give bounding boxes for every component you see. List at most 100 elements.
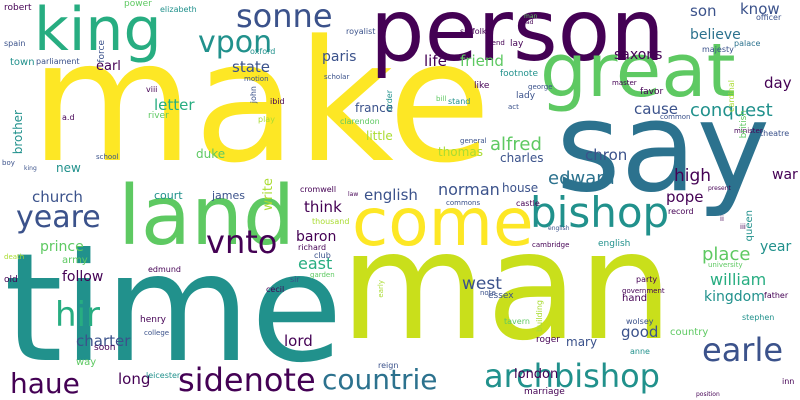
word-cause: cause bbox=[634, 100, 678, 118]
word-man: man bbox=[340, 200, 674, 374]
word-officer: officer bbox=[756, 13, 782, 22]
word-castle: castle bbox=[516, 199, 540, 208]
word-saxons: saxons bbox=[614, 47, 663, 63]
word-king: king bbox=[34, 0, 162, 65]
word-master: master bbox=[612, 79, 637, 87]
word-british: british bbox=[739, 110, 749, 139]
word-play: play bbox=[258, 115, 275, 124]
word-scholar: scholar bbox=[324, 73, 350, 81]
word-clarendon: clarendon bbox=[340, 117, 380, 126]
word-norman: norman bbox=[438, 180, 500, 199]
word-sonne: sonne bbox=[236, 0, 333, 35]
word-time: time bbox=[4, 222, 343, 396]
word-letter: letter bbox=[154, 96, 195, 114]
word-government: government bbox=[622, 287, 665, 295]
word-common: common bbox=[660, 113, 691, 121]
word-building: building bbox=[535, 300, 544, 333]
word-order: order bbox=[385, 90, 394, 112]
word-believe: believe bbox=[690, 27, 741, 43]
word-vnto: vnto bbox=[206, 223, 278, 261]
word-minister: minister bbox=[734, 127, 763, 135]
word-english: english bbox=[364, 186, 418, 204]
word-write: write bbox=[261, 178, 276, 211]
word-elizabeth: elizabeth bbox=[160, 5, 197, 14]
word-father: father bbox=[764, 291, 789, 300]
word-favor: favor bbox=[640, 87, 664, 97]
word-high: high bbox=[674, 166, 712, 186]
word-law: law bbox=[348, 191, 359, 198]
word-boy: boy bbox=[2, 159, 15, 167]
word-garden: garden bbox=[310, 271, 335, 279]
word-like: like bbox=[474, 81, 490, 91]
word-lay: lay bbox=[510, 39, 524, 49]
word-son: son bbox=[690, 2, 717, 20]
word-come: come bbox=[352, 184, 534, 261]
word-oxford: oxford bbox=[250, 47, 276, 56]
word-friend: friend bbox=[460, 52, 504, 70]
word-state: state bbox=[232, 58, 270, 76]
word-bishop: bishop bbox=[530, 188, 670, 237]
word-king-2: king bbox=[24, 165, 37, 172]
word-club: club bbox=[314, 251, 331, 260]
word-baron: baron bbox=[296, 229, 337, 245]
word-stand: stand bbox=[448, 97, 471, 106]
word-paris: paris bbox=[322, 49, 357, 65]
word-house: house bbox=[502, 181, 539, 195]
word-leicester: leicester bbox=[146, 371, 181, 380]
word-west: west bbox=[462, 274, 502, 294]
word-france: france bbox=[355, 101, 394, 115]
word-james: james bbox=[212, 189, 246, 202]
word-kingdom: kingdom bbox=[704, 289, 765, 305]
word-archbishop: archbishop bbox=[484, 357, 660, 395]
word-bill: bill bbox=[436, 95, 447, 103]
word-life: life bbox=[424, 52, 447, 70]
word-man-2: man bbox=[524, 13, 538, 20]
word-ibid: ibid bbox=[270, 97, 285, 106]
word-great: great bbox=[540, 28, 736, 114]
word-land: land bbox=[118, 169, 296, 264]
word-send: send bbox=[488, 39, 505, 47]
word-present: present bbox=[708, 185, 731, 192]
word-edward: edward bbox=[548, 168, 615, 189]
word-haue: haue bbox=[10, 367, 80, 400]
word-ad: a.d bbox=[62, 113, 75, 122]
word-old: old bbox=[4, 275, 18, 285]
word-cromwell: cromwell bbox=[300, 185, 337, 194]
word-london: london bbox=[514, 367, 559, 382]
word-think: think bbox=[304, 198, 342, 216]
word-day: day bbox=[764, 74, 792, 92]
word-east: east bbox=[298, 254, 333, 273]
word-roger: roger bbox=[536, 335, 560, 345]
word-commons: commons bbox=[446, 199, 481, 207]
word-conquest: conquest bbox=[690, 100, 773, 121]
word-cecil: cecil bbox=[266, 285, 285, 294]
word-cardinal: cardinal bbox=[727, 80, 736, 112]
word-way: way bbox=[76, 357, 97, 368]
word-early: early bbox=[377, 280, 385, 298]
word-position: position bbox=[696, 391, 720, 398]
word-mary: mary bbox=[566, 335, 598, 349]
word-royalist: royalist bbox=[346, 27, 376, 36]
word-follow: follow bbox=[62, 269, 104, 285]
word-army: army bbox=[62, 255, 88, 266]
word-college: college bbox=[144, 329, 170, 337]
word-university: university bbox=[708, 261, 743, 269]
word-thousand: thousand bbox=[312, 217, 350, 226]
word-year: year bbox=[760, 239, 792, 255]
word-war: war bbox=[772, 167, 798, 183]
word-henry: henry bbox=[140, 315, 166, 325]
word-tavern: tavern bbox=[504, 317, 530, 326]
word-place: place bbox=[702, 244, 751, 265]
word-duke: duke bbox=[196, 147, 226, 161]
word-country: country bbox=[670, 327, 709, 338]
word-countrie: countrie bbox=[322, 363, 438, 396]
word-school: school bbox=[96, 153, 119, 161]
word-long: long bbox=[118, 370, 151, 388]
word-english-3: english bbox=[548, 225, 570, 232]
word-viii: viii bbox=[146, 85, 158, 94]
word-theatre: theatre bbox=[760, 129, 790, 138]
word-court: court bbox=[154, 189, 183, 202]
word-power: power bbox=[124, 0, 152, 9]
word-english-2: english bbox=[598, 239, 631, 249]
